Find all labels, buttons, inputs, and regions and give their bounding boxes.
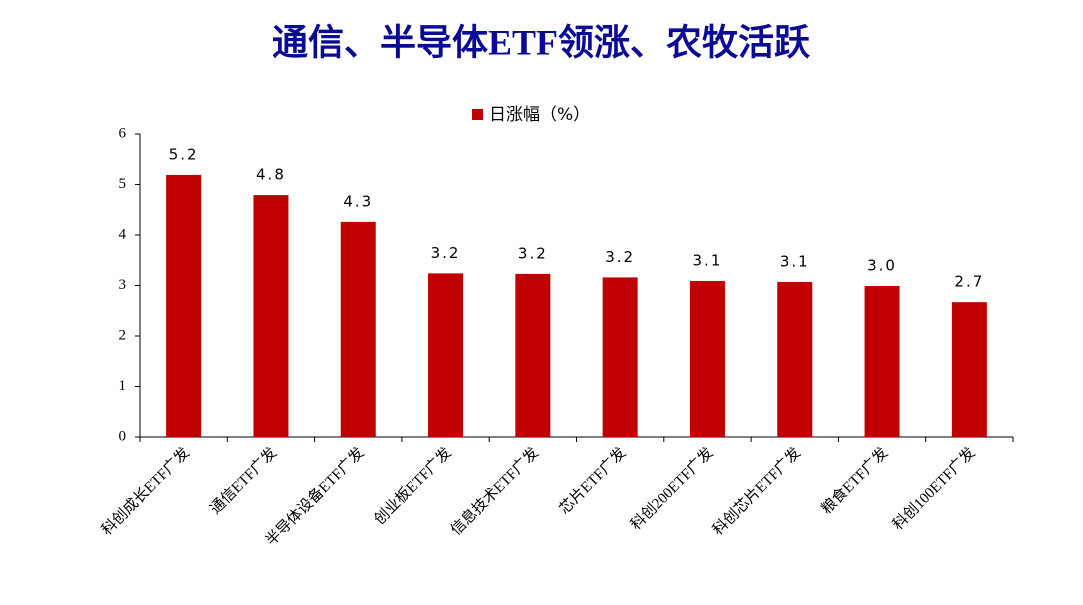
bar [253,195,289,437]
bar [515,273,551,437]
y-tick-label: 5 [119,176,127,192]
bar [951,302,987,437]
y-tick-label: 0 [119,428,127,444]
y-tick-label: 3 [119,277,127,293]
bar [602,277,638,437]
legend-swatch [472,109,483,120]
x-tick-label: 科创200ETF广发 [627,444,716,533]
value-label: 3.1 [693,251,723,269]
value-label: 5.2 [169,145,199,163]
legend-label: 日涨幅（%） [489,105,590,125]
y-tick-label: 1 [119,378,127,394]
x-tick-label: 科创成长ETF广发 [98,444,193,539]
x-tick-label: 粮食ETF广发 [818,444,891,517]
bar [777,281,813,437]
value-label: 3.2 [605,248,635,266]
value-label: 3.2 [518,244,548,262]
y-tick-label: 4 [119,226,127,242]
x-tick-label: 科创100ETF广发 [889,444,978,533]
bar [340,221,376,437]
bar [689,280,725,437]
y-tick-label: 6 [119,125,127,141]
x-tick-label: 科创芯片ETF广发 [709,444,804,539]
value-label: 2.7 [954,273,984,291]
y-tick-label: 2 [119,327,127,343]
bar [166,174,202,437]
bar [428,273,464,437]
x-tick-label: 芯片ETF广发 [556,444,629,517]
chart-title: 通信、半导体ETF领涨、农牧活跃 [272,22,811,62]
x-tick-label: 创业板ETF广发 [370,444,455,529]
value-label: 4.3 [343,192,373,210]
value-label: 3.0 [867,257,897,275]
value-label: 3.1 [780,252,810,270]
bar [864,286,900,437]
x-tick-label: 信息技术ETF广发 [448,444,543,539]
x-tick-label: 通信ETF广发 [207,444,280,517]
value-label: 4.8 [256,166,286,184]
value-label: 3.2 [431,244,461,262]
x-tick-label: 半导体设备ETF广发 [262,444,367,549]
